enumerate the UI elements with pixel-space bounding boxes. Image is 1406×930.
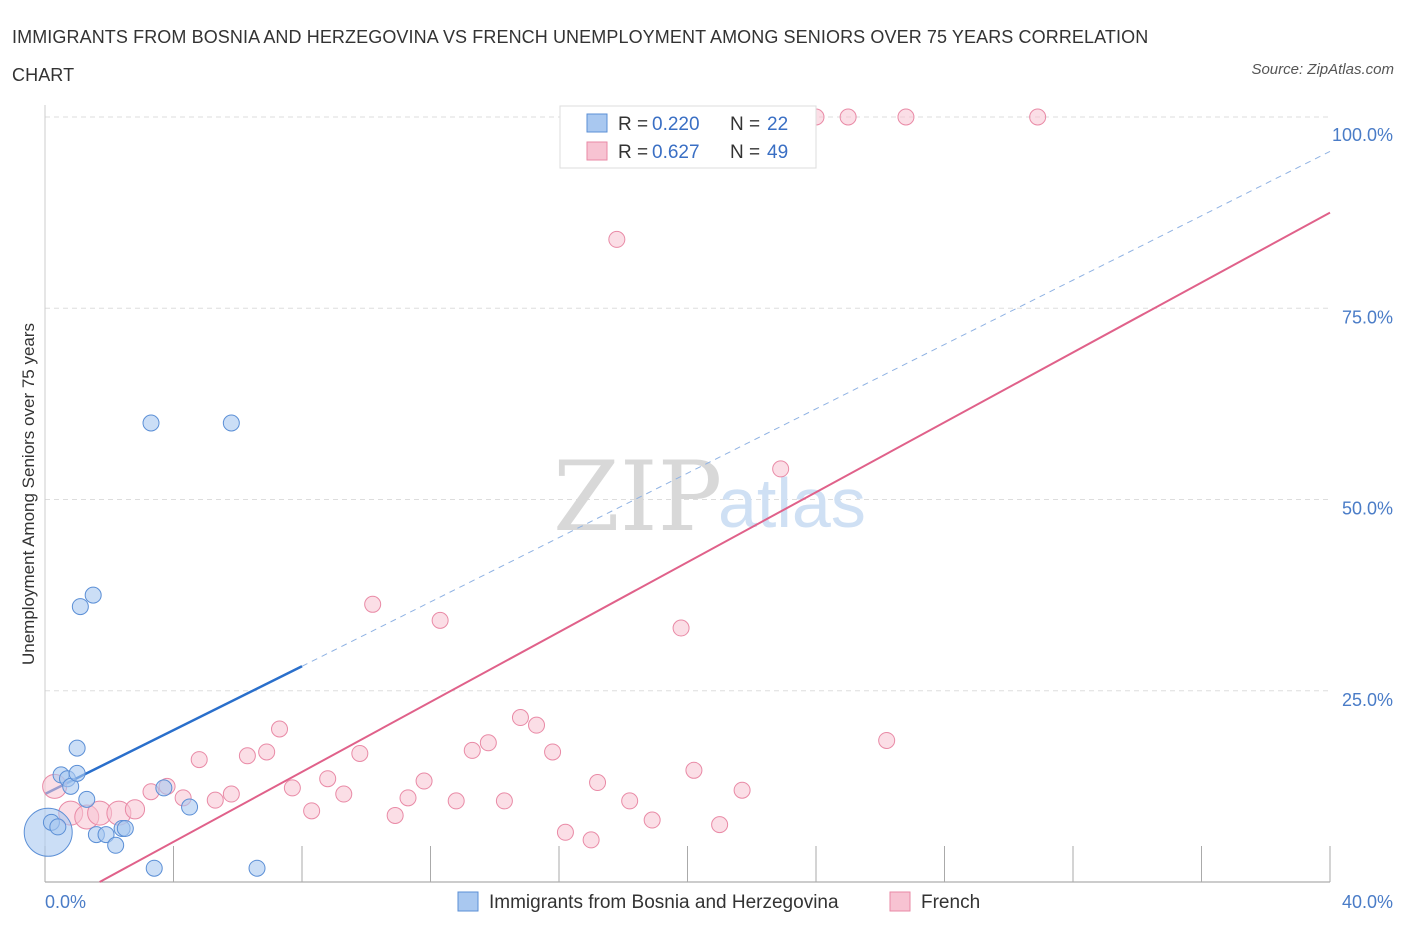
point-bosnia bbox=[68, 764, 86, 782]
point-bosnia bbox=[78, 790, 96, 808]
watermark-zip: ZIP bbox=[553, 441, 722, 553]
point-french bbox=[258, 743, 276, 761]
y-tick-label-50: 50.0% bbox=[1342, 499, 1393, 519]
point-bosnia bbox=[116, 819, 134, 837]
legend-r-value-pink: 0.627 bbox=[652, 142, 700, 163]
point-french bbox=[222, 785, 240, 803]
point-french bbox=[528, 716, 546, 734]
point-french bbox=[415, 772, 433, 790]
point-french bbox=[364, 595, 382, 613]
point-french bbox=[238, 747, 256, 765]
trend-line-blue bbox=[44, 665, 303, 796]
point-french bbox=[711, 816, 729, 834]
point-french bbox=[556, 823, 574, 841]
point-french bbox=[351, 744, 369, 762]
point-bosnia bbox=[222, 414, 240, 432]
point-bosnia bbox=[97, 826, 115, 844]
legend-r-label-pink: R = bbox=[618, 142, 648, 163]
point-french bbox=[772, 460, 790, 478]
point-french bbox=[447, 792, 465, 810]
point-french bbox=[582, 831, 600, 849]
watermark-atlas: atlas bbox=[718, 464, 866, 542]
point-french bbox=[283, 779, 301, 797]
bottom-legend-swatch-blue bbox=[457, 891, 479, 912]
x-tick-label-max: 40.0% bbox=[1342, 892, 1393, 912]
legend-n-label-pink: N = bbox=[730, 142, 760, 163]
point-bosnia bbox=[142, 414, 160, 432]
y-tick-label-100: 100.0% bbox=[1332, 125, 1393, 145]
point-french bbox=[124, 799, 146, 820]
legend-n-value-pink: 49 bbox=[767, 142, 788, 163]
legend-n-label-blue: N = bbox=[730, 114, 760, 135]
point-french bbox=[335, 785, 353, 803]
point-french bbox=[190, 751, 208, 769]
point-bosnia bbox=[84, 586, 102, 604]
legend-swatch-pink bbox=[586, 141, 608, 161]
y-tick-label-25: 25.0% bbox=[1342, 690, 1393, 710]
tick-labels: 25.0% 50.0% 75.0% 100.0% 0.0% 40.0% bbox=[45, 125, 1393, 912]
x-tick-label-min: 0.0% bbox=[45, 892, 86, 912]
point-bosnia bbox=[155, 779, 173, 797]
legend: R = 0.220 N = 22 R = 0.627 N = 49 bbox=[559, 105, 817, 169]
source-label: Source: ZipAtlas.com bbox=[1251, 61, 1394, 78]
point-french bbox=[897, 108, 915, 126]
trend-lines bbox=[44, 150, 1331, 883]
point-french bbox=[672, 619, 690, 637]
grid-lines bbox=[45, 116, 1330, 692]
bottom-legend-swatch-pink bbox=[889, 891, 911, 912]
point-french bbox=[685, 761, 703, 779]
watermark: ZIP atlas bbox=[553, 441, 866, 553]
bottom-legend-label-blue: Immigrants from Bosnia and Herzegovina bbox=[489, 892, 839, 913]
point-french bbox=[839, 108, 857, 126]
y-tick-label-75: 75.0% bbox=[1342, 307, 1393, 327]
data-points bbox=[23, 108, 1047, 877]
point-french bbox=[878, 731, 896, 749]
point-french bbox=[319, 770, 337, 788]
point-french bbox=[1029, 108, 1047, 126]
point-french bbox=[303, 802, 321, 820]
axes bbox=[44, 105, 1331, 883]
point-bosnia bbox=[68, 739, 86, 757]
point-bosnia bbox=[107, 836, 125, 854]
point-french bbox=[431, 611, 449, 629]
bottom-legend-label-pink: French bbox=[921, 892, 980, 913]
bottom-legend: Immigrants from Bosnia and Herzegovina F… bbox=[457, 891, 980, 913]
point-bosnia bbox=[49, 818, 67, 836]
point-bosnia bbox=[181, 798, 199, 816]
point-french bbox=[463, 741, 481, 759]
point-french bbox=[608, 230, 626, 248]
point-french bbox=[479, 734, 497, 752]
point-french bbox=[544, 743, 562, 761]
point-french bbox=[206, 791, 224, 809]
chart-title: IMMIGRANTS FROM BOSNIA AND HERZEGOVINA V… bbox=[12, 27, 1149, 85]
point-french bbox=[621, 792, 639, 810]
point-french bbox=[643, 811, 661, 829]
point-french bbox=[399, 789, 417, 807]
legend-n-value-blue: 22 bbox=[767, 114, 788, 135]
legend-r-label-blue: R = bbox=[618, 114, 648, 135]
y-axis-label: Unemployment Among Seniors over 75 years bbox=[19, 323, 38, 665]
point-french bbox=[511, 709, 529, 727]
point-french bbox=[271, 720, 289, 738]
point-french bbox=[733, 781, 751, 799]
point-bosnia bbox=[248, 859, 266, 877]
point-bosnia bbox=[71, 598, 89, 616]
point-french bbox=[386, 806, 404, 824]
point-french bbox=[589, 774, 607, 792]
legend-r-value-blue: 0.220 bbox=[652, 114, 700, 135]
trend-line-blue-extended bbox=[301, 150, 1331, 667]
legend-swatch-blue bbox=[586, 113, 608, 133]
point-french bbox=[495, 792, 513, 810]
trend-line-pink bbox=[99, 211, 1331, 883]
point-bosnia bbox=[145, 859, 163, 877]
